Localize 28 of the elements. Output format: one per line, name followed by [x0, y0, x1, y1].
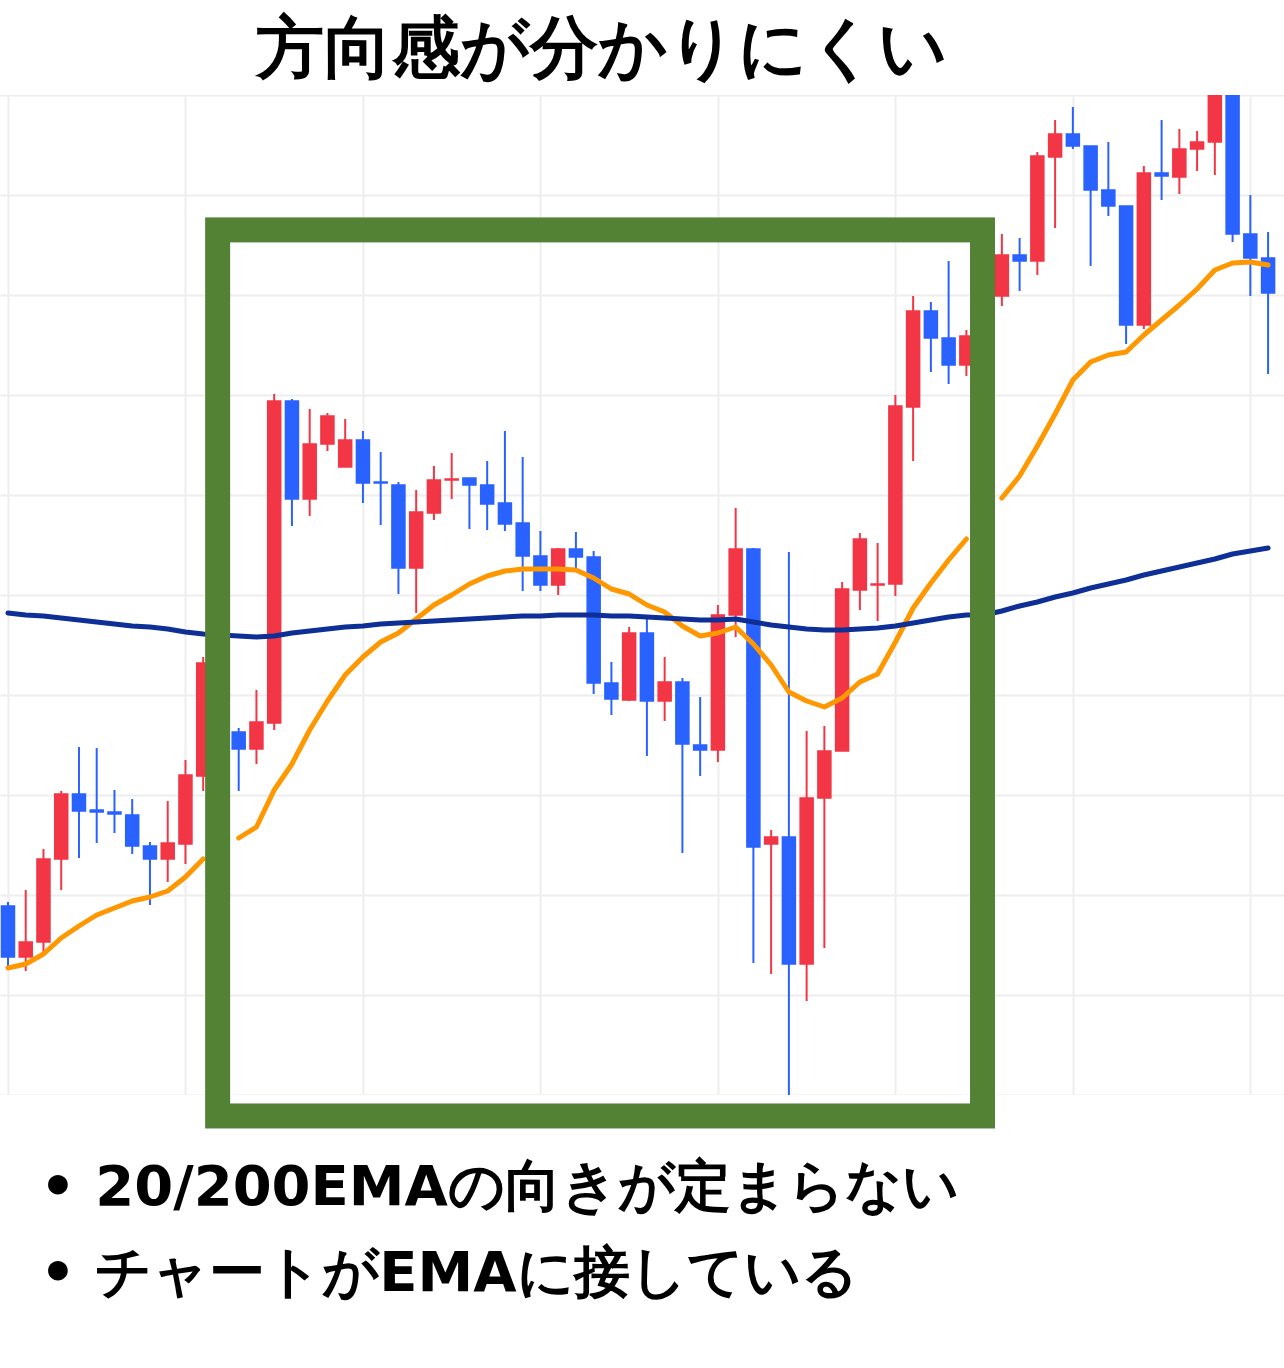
candlestick	[142, 841, 158, 906]
candlestick	[18, 889, 33, 972]
candlestick	[497, 430, 513, 532]
candlestick	[1047, 119, 1063, 229]
candlestick	[1101, 141, 1116, 217]
candlestick	[71, 746, 87, 859]
candlestick	[160, 800, 175, 883]
text: • 20/200EMAの向きが定まらない	[40, 1152, 960, 1220]
candlestick	[1189, 130, 1205, 172]
candlestick	[89, 747, 104, 844]
candlestick	[1243, 194, 1258, 297]
candlestick	[604, 661, 619, 716]
candlestick	[462, 477, 477, 530]
candlestick	[657, 656, 672, 722]
candlestick	[1065, 106, 1081, 150]
candlestick	[373, 451, 388, 526]
candlestick	[1154, 119, 1169, 201]
candlestick	[479, 460, 495, 531]
candlestick	[870, 542, 885, 622]
candlestick	[107, 789, 122, 834]
chart-title: 方向感が分かりにくい	[254, 7, 949, 89]
candlestick	[444, 452, 459, 500]
candlestick	[1012, 237, 1027, 292]
candlestick	[692, 696, 708, 777]
candlestick	[231, 727, 246, 792]
text: • チャートがEMAに接している	[40, 1238, 859, 1306]
candlestick	[763, 829, 779, 975]
candlestick	[568, 531, 584, 571]
